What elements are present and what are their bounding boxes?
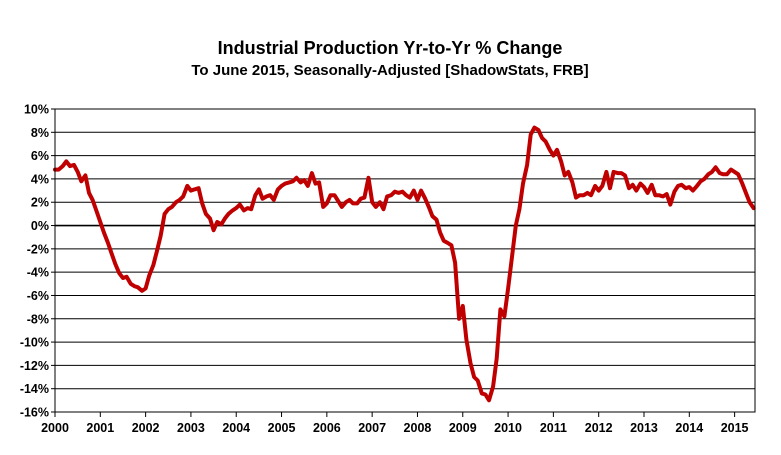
- y-tick-label: 10%: [24, 103, 49, 117]
- x-axis-ticks: 2000 2001 2002 2003 2004 2005 2006 2007 2008 2009…: [41, 412, 748, 435]
- y-tick-label: -8%: [27, 312, 49, 326]
- y-tick-label: -2%: [27, 242, 49, 256]
- x-tick-label: 2015: [721, 421, 749, 435]
- x-tick-label: 2010: [494, 421, 522, 435]
- plot-frame: [55, 109, 755, 412]
- y-tick-label: -6%: [27, 289, 49, 303]
- x-tick-label: 2012: [585, 421, 613, 435]
- y-tick-label: 0%: [31, 219, 49, 233]
- x-tick-label: 2001: [86, 421, 114, 435]
- x-tick-label: 2006: [313, 421, 341, 435]
- y-axis-ticks: 10% 8% 6% 4% 2% 0% -2% -4% -6% -8% -10% -12% -14% -16…: [20, 103, 55, 420]
- x-tick-label: 2014: [675, 421, 703, 435]
- y-tick-label: -16%: [20, 406, 49, 420]
- x-tick-label: 2009: [449, 421, 477, 435]
- series-layer: [55, 128, 754, 401]
- chart-title: Industrial Production Yr-to-Yr % Change: [218, 38, 563, 58]
- chart: Industrial Production Yr-to-Yr % Change …: [0, 0, 781, 455]
- y-tick-label: 8%: [31, 126, 49, 140]
- x-tick-label: 2007: [358, 421, 386, 435]
- gridlines: [55, 109, 755, 412]
- x-tick-label: 2004: [222, 421, 250, 435]
- series-line: [55, 128, 754, 401]
- x-tick-label: 2002: [132, 421, 160, 435]
- y-tick-label: 2%: [31, 196, 49, 210]
- y-tick-label: -14%: [20, 382, 49, 396]
- y-tick-label: 4%: [31, 172, 49, 186]
- x-tick-label: 2008: [404, 421, 432, 435]
- y-tick-label: -4%: [27, 266, 49, 280]
- x-tick-label: 2003: [177, 421, 205, 435]
- x-tick-label: 2005: [268, 421, 296, 435]
- y-tick-label: 6%: [31, 149, 49, 163]
- x-tick-label: 2000: [41, 421, 69, 435]
- y-tick-label: -10%: [20, 336, 49, 350]
- chart-subtitle: To June 2015, Seasonally-Adjusted [Shado…: [191, 62, 588, 79]
- y-tick-label: -12%: [20, 359, 49, 373]
- x-tick-label: 2011: [540, 421, 567, 435]
- x-tick-label: 2013: [630, 421, 658, 435]
